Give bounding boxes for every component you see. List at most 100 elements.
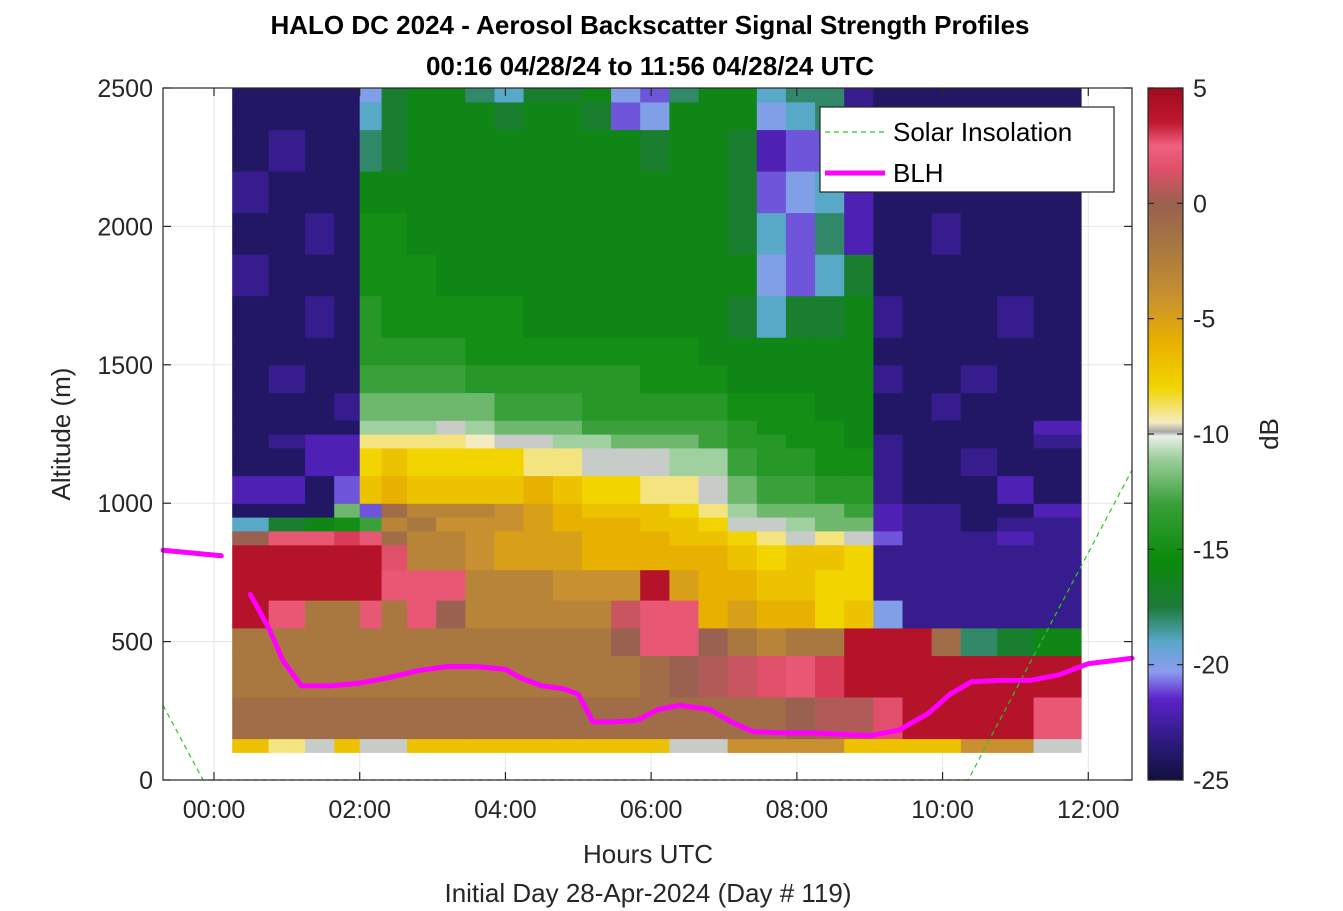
heatmap-cell — [407, 337, 437, 366]
heatmap-cell — [902, 738, 933, 753]
heatmap-cell — [844, 655, 874, 698]
heatmap-cell — [931, 364, 962, 394]
heatmap-cell — [785, 212, 816, 255]
heatmap-cell — [669, 254, 700, 297]
heatmap-cell — [611, 295, 641, 338]
heatmap-cell — [902, 475, 933, 504]
heatmap-cell — [727, 295, 758, 338]
heatmap-cell — [815, 569, 845, 601]
heatmap-cell — [523, 697, 554, 740]
heatmap-cell — [465, 254, 496, 297]
heatmap-cell — [436, 475, 466, 504]
heatmap-cell — [611, 447, 641, 477]
heatmap-cell — [359, 171, 383, 214]
heatmap-cell — [960, 738, 998, 753]
heatmap-cell — [305, 420, 335, 435]
heatmap-cell — [727, 544, 758, 571]
heatmap-cell — [997, 600, 1035, 629]
heatmap-cell — [756, 447, 787, 477]
heatmap-cell — [581, 129, 612, 172]
heatmap-cell — [960, 569, 998, 601]
heatmap-cell — [640, 101, 670, 131]
heatmap-cell — [359, 600, 383, 629]
heatmap-cell — [465, 212, 496, 255]
x-tick-label: 00:00 — [183, 796, 246, 824]
heatmap-cell — [669, 337, 700, 366]
heatmap-cell — [581, 600, 612, 629]
heatmap-cell — [436, 627, 466, 657]
heatmap-cell — [552, 420, 583, 435]
heatmap-cell — [334, 295, 361, 338]
heatmap-cell — [611, 392, 641, 421]
heatmap-cell — [581, 655, 612, 698]
heatmap-cell — [465, 364, 496, 394]
heatmap-cell — [815, 392, 845, 421]
heatmap-cell — [1033, 254, 1082, 297]
heatmap-cell — [523, 420, 554, 435]
heatmap-cell — [844, 434, 874, 449]
y-axis-ticks: 0 500 1000 1500 2000 2500 — [97, 75, 1132, 795]
heatmap-cell — [407, 295, 437, 338]
heatmap-cell — [523, 600, 554, 629]
heatmap-cell — [931, 627, 962, 657]
heatmap-cell — [815, 295, 845, 338]
heatmap-cell — [902, 569, 933, 601]
heatmap-cell — [931, 447, 962, 477]
heatmap-cell — [727, 627, 758, 657]
heatmap-cell — [960, 503, 998, 518]
heatmap-cell — [494, 503, 525, 518]
heatmap-cell — [611, 530, 641, 546]
heatmap-cell — [305, 600, 335, 629]
heatmap-cell — [334, 475, 361, 504]
heatmap-cell — [268, 475, 306, 504]
heatmap-cell — [640, 655, 670, 698]
heatmap-cell — [494, 544, 525, 571]
heatmap-cell — [334, 337, 361, 366]
heatmap-cell — [436, 212, 466, 255]
heatmap-cell — [1033, 569, 1082, 601]
heatmap-cell — [381, 254, 408, 297]
heatmap-cell — [523, 503, 554, 518]
heatmap-cell — [873, 503, 904, 518]
heatmap-cell — [407, 447, 437, 477]
heatmap-cell — [1033, 530, 1082, 546]
heatmap-cell — [305, 738, 335, 753]
heatmap-cell — [268, 697, 306, 740]
heatmap-cell — [1033, 434, 1082, 449]
heatmap-cell — [727, 88, 758, 103]
heatmap-cell — [381, 503, 408, 518]
heatmap-cell — [268, 337, 306, 366]
y-tick-label: 0 — [139, 767, 153, 795]
heatmap-cell — [359, 447, 383, 477]
heatmap-cell — [698, 88, 729, 103]
heatmap-cell — [698, 101, 729, 131]
heatmap-cell — [785, 738, 816, 753]
heatmap-cell — [873, 337, 904, 366]
heatmap-cell — [960, 475, 998, 504]
heatmap-cell — [359, 364, 383, 394]
heatmap-cell — [465, 627, 496, 657]
heatmap-cell — [669, 392, 700, 421]
heatmap-cell — [785, 337, 816, 366]
heatmap-cell — [359, 544, 383, 571]
heatmap-cell — [931, 503, 962, 518]
heatmap-cell — [334, 447, 361, 477]
heatmap-cell — [268, 517, 306, 532]
chart-subtitle: 00:16 04/28/24 to 11:56 04/28/24 UTC — [426, 51, 874, 81]
heatmap-cell — [436, 420, 466, 435]
heatmap-cell — [611, 544, 641, 571]
heatmap-cell — [669, 530, 700, 546]
heatmap-cell — [756, 420, 787, 435]
heatmap-cell — [698, 517, 729, 532]
heatmap-cell — [756, 655, 787, 698]
heatmap-cell — [815, 434, 845, 449]
heatmap-cell — [960, 420, 998, 435]
heatmap-cell — [997, 337, 1035, 366]
heatmap-cell — [359, 475, 383, 504]
heatmap-cell — [698, 212, 729, 255]
heatmap-cell — [523, 544, 554, 571]
heatmap-cell — [407, 697, 437, 740]
heatmap-cell — [815, 544, 845, 571]
heatmap-cell — [785, 503, 816, 518]
heatmap-cell — [581, 569, 612, 601]
